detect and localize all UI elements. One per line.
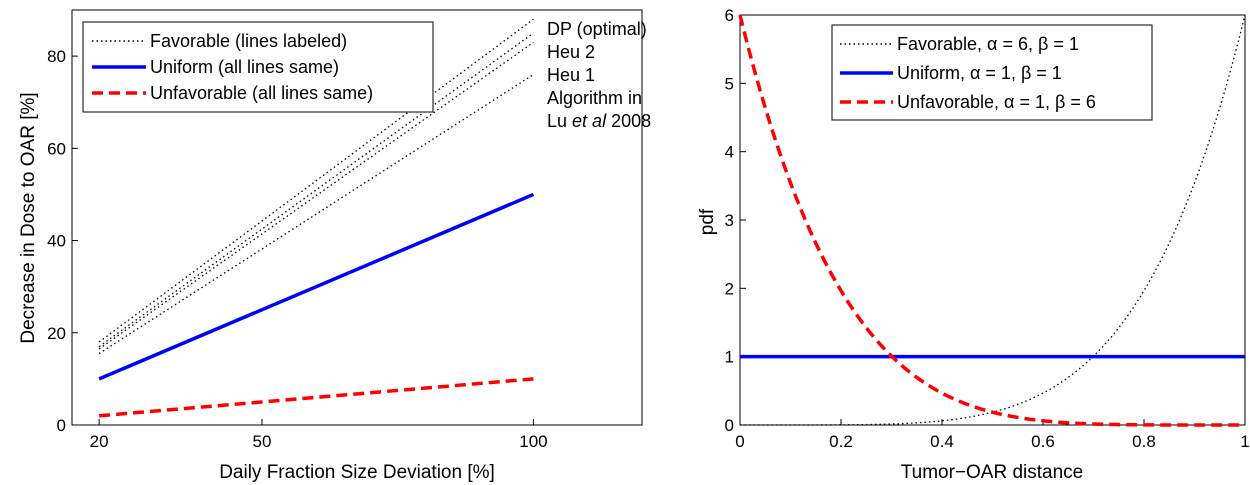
y-tick-label: 2 [725, 279, 734, 298]
y-tick-label: 1 [725, 348, 734, 367]
y-axis-title: pdf [697, 208, 718, 235]
x-tick-label: 20 [90, 432, 109, 451]
x-tick-label: 1 [1240, 432, 1249, 451]
series-line-2 [738, 14, 1245, 427]
x-tick-label: 100 [519, 432, 547, 451]
series-line-uniform-4 [98, 192, 535, 381]
x-tick-labels: 20 50 100 [90, 432, 548, 451]
series-line-favorable-0 [98, 18, 534, 343]
tick-marks [72, 55, 534, 426]
annotation-year: 2008 [611, 111, 651, 131]
y-tick-label: 3 [725, 211, 734, 230]
series-lines [98, 18, 535, 418]
x-tick-labels: 0 0.2 0.4 0.6 0.8 1 [735, 432, 1249, 451]
legend-label-favorable: Favorable (lines labeled) [150, 31, 347, 51]
x-axis-title: Tumor−OAR distance [901, 462, 1084, 483]
annotation-lu-et-al: Lu et al 2008 [547, 111, 651, 131]
series-lines [738, 14, 1246, 427]
series-line-favorable-1 [98, 32, 534, 348]
annotation-heu1: Heu 1 [547, 65, 595, 85]
annotation-et-al: et al [572, 111, 607, 131]
y-tick-label: 0 [725, 416, 734, 435]
y-tick-label: 4 [725, 143, 734, 162]
line-annotations: DP (optimal) Heu 2 Heu 1 Algorithm in Lu… [547, 19, 651, 131]
x-tick-label: 0.6 [1031, 432, 1055, 451]
y-tick-label: 6 [725, 6, 734, 25]
legend-label-unfavorable: Unfavorable (all lines same) [150, 83, 373, 103]
y-tick-labels: 0 1 2 3 4 5 6 [725, 6, 734, 435]
legend-label-uniform: Uniform (all lines same) [150, 57, 339, 77]
series-line-unfavorable-5 [98, 377, 534, 418]
annotation-heu2: Heu 2 [547, 42, 595, 62]
x-tick-label: 0.4 [930, 432, 954, 451]
legend-label-favorable: Favorable, α = 6, β = 1 [897, 34, 1079, 54]
y-tick-label: 0 [57, 416, 66, 435]
series-line-favorable-3 [98, 74, 534, 355]
x-tick-label: 0 [735, 432, 744, 451]
y-tick-label: 60 [47, 139, 66, 158]
x-tick-label: 0.8 [1132, 432, 1156, 451]
legend-label-unfavorable: Unfavorable, α = 1, β = 6 [897, 92, 1096, 112]
legend: Favorable (lines labeled) Uniform (all l… [82, 21, 434, 113]
annotation-lu: Lu [547, 111, 567, 131]
x-tick-label: 50 [253, 432, 272, 451]
chart-pdf: 0 0.2 0.4 0.6 0.8 1 0 1 2 3 4 5 6 Tumor−… [697, 6, 1250, 483]
annotation-dp: DP (optimal) [547, 19, 647, 39]
annotation-algorithm: Algorithm in [547, 88, 642, 108]
y-tick-label: 20 [47, 324, 66, 343]
series-line-favorable-2 [98, 41, 534, 350]
y-axis-title: Decrease in Dose to OAR [%] [18, 92, 39, 343]
y-tick-label: 40 [47, 232, 66, 251]
y-tick-label: 5 [725, 74, 734, 93]
chart-decrease-in-dose: 20 50 100 0 20 40 60 80 Daily Fraction S… [18, 9, 651, 483]
y-tick-labels: 0 20 40 60 80 [47, 47, 66, 435]
legend: Favorable, α = 6, β = 1 Uniform, α = 1, … [831, 24, 1153, 121]
x-axis-title: Daily Fraction Size Deviation [%] [219, 462, 495, 483]
y-tick-label: 80 [47, 47, 66, 66]
x-tick-label: 0.2 [829, 432, 853, 451]
legend-label-uniform: Uniform, α = 1, β = 1 [897, 63, 1062, 83]
